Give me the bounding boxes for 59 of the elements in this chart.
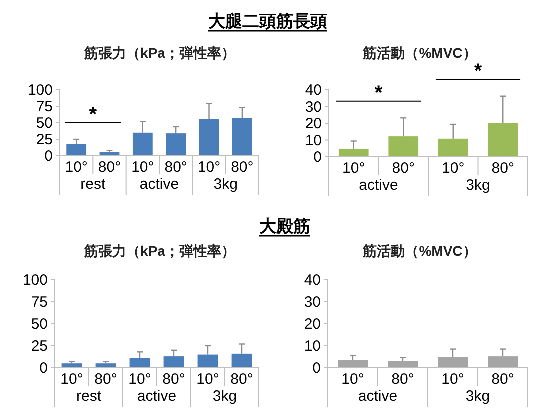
y-tick-label: 75 bbox=[36, 98, 53, 116]
x-tick-label: 80° bbox=[230, 371, 254, 388]
x-tick-label: 10° bbox=[198, 159, 221, 176]
y-tick-label: 0 bbox=[40, 360, 48, 377]
text: active bbox=[359, 177, 398, 194]
text: rest bbox=[80, 176, 106, 193]
chart-title: 大殿筋 bbox=[260, 217, 310, 236]
x-tick-label: 80° bbox=[164, 159, 188, 176]
y-tick-label: 50 bbox=[36, 115, 53, 132]
y-tick-label: 100 bbox=[28, 82, 53, 99]
text: rest bbox=[76, 388, 102, 405]
x-tick-label: 80° bbox=[94, 371, 118, 388]
y-tick-label: 10 bbox=[305, 132, 322, 150]
annotation: * bbox=[89, 104, 98, 126]
annotation: * bbox=[374, 82, 383, 104]
y-tick-label: 20 bbox=[305, 116, 322, 132]
text: active bbox=[137, 388, 177, 405]
text: active bbox=[140, 176, 180, 193]
y-tick-label: 30 bbox=[304, 294, 321, 311]
y-tick-label: 100 bbox=[22, 272, 48, 289]
x-tick-label: 10° bbox=[442, 160, 465, 177]
y-tick-label: 40 bbox=[305, 82, 322, 99]
x-tick-label: 80° bbox=[162, 371, 186, 388]
x-tick-label: 80° bbox=[392, 371, 414, 388]
y-tick-label: 25 bbox=[31, 338, 48, 355]
chart-subtitle: 筋活動（%MVC） bbox=[362, 45, 477, 61]
x-tick-label: 80° bbox=[492, 160, 514, 177]
text: * bbox=[474, 60, 482, 83]
x-tick-label: 10° bbox=[65, 159, 88, 176]
x-tick-label: 10° bbox=[132, 159, 154, 176]
x-tick-label: 10° bbox=[442, 371, 464, 388]
x-tick-label: 80° bbox=[392, 160, 415, 177]
y-tick-label: 20 bbox=[304, 316, 321, 333]
x-tick-label: 10° bbox=[196, 371, 220, 388]
y-tick-label: 0 bbox=[44, 148, 53, 165]
x-tick-label: 10° bbox=[342, 371, 364, 388]
text: 3kg bbox=[212, 388, 238, 405]
text: 3kg bbox=[466, 177, 490, 194]
x-tick-label: 80° bbox=[492, 371, 514, 388]
x-tick-label: 10° bbox=[128, 371, 152, 388]
y-tick-label: 30 bbox=[305, 98, 322, 116]
y-tick-label: 10 bbox=[304, 338, 321, 355]
chart-subtitle: 筋張力（kPa；弾性率） bbox=[84, 243, 236, 259]
chart-subtitle: 筋張力（kPa；弾性率） bbox=[84, 45, 236, 61]
y-tick-label: 25 bbox=[36, 132, 53, 148]
x-tick-label: 80° bbox=[98, 159, 122, 176]
text: 3kg bbox=[214, 176, 238, 193]
y-tick-label: 0 bbox=[312, 360, 321, 377]
text: 3kg bbox=[466, 388, 490, 405]
y-tick-label: 40 bbox=[304, 272, 321, 289]
text: active bbox=[358, 388, 398, 405]
x-tick-label: 10° bbox=[60, 371, 84, 388]
chart-title: 大腿二頭筋長頭 bbox=[208, 12, 328, 31]
x-tick-label: 80° bbox=[231, 159, 254, 176]
chart-subtitle: 筋活動（%MVC） bbox=[362, 243, 477, 259]
y-tick-label: 0 bbox=[314, 149, 322, 166]
y-tick-label: 50 bbox=[31, 316, 48, 333]
x-tick-label: 10° bbox=[342, 160, 366, 177]
y-tick-label: 75 bbox=[31, 294, 48, 311]
